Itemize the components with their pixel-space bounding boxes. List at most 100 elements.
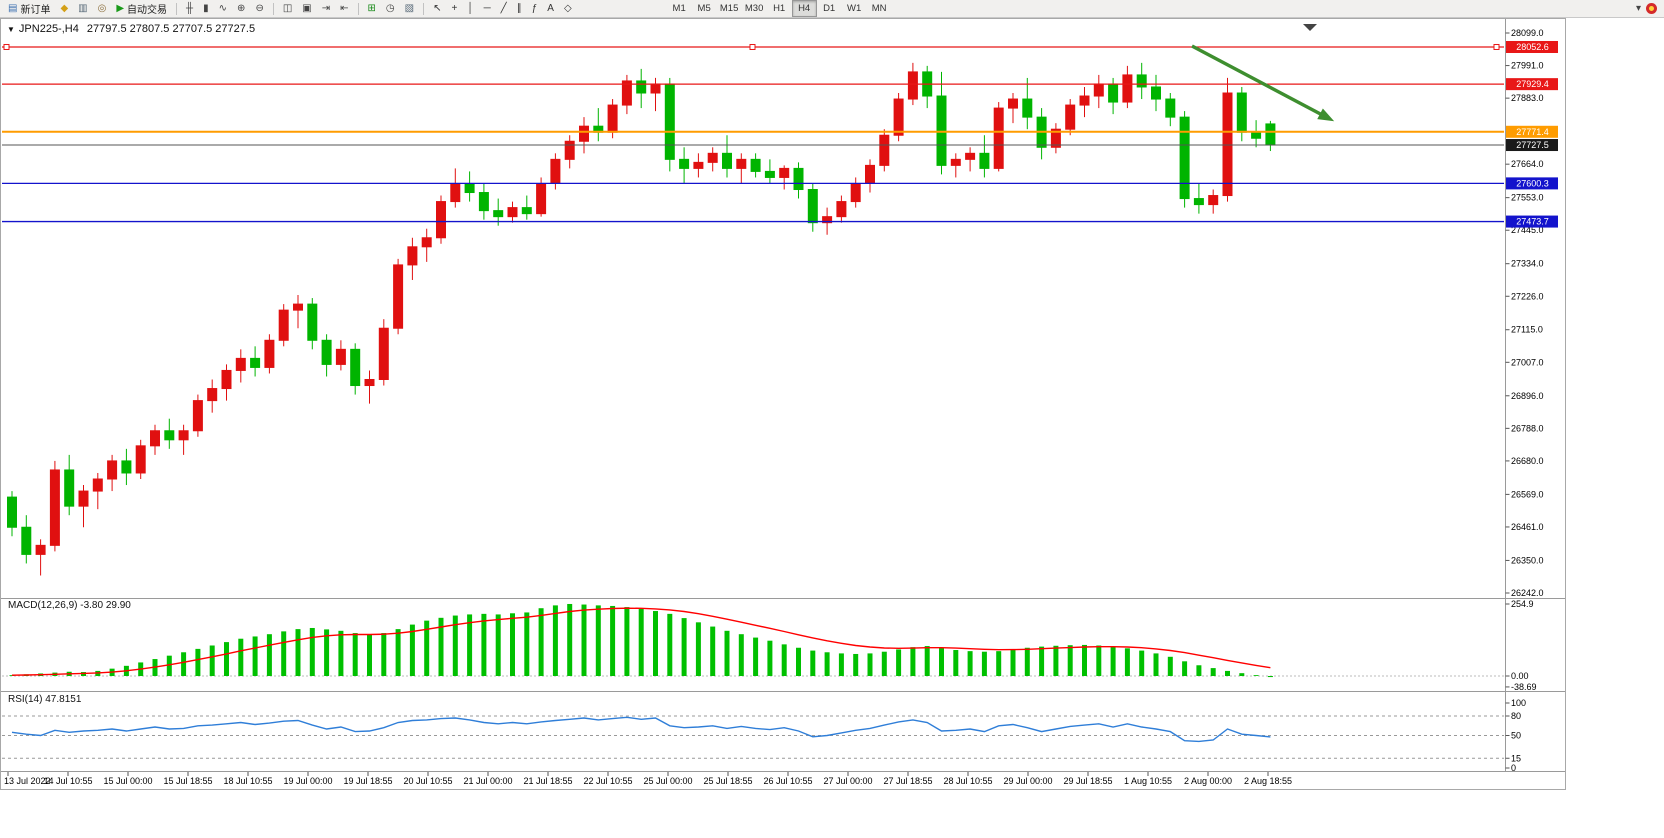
vertical-line-icon-glyph: │	[467, 2, 474, 14]
macd-bar	[881, 651, 887, 676]
toolbar-overflow-chevron[interactable]: ▾	[1635, 3, 1641, 14]
zoom-in-icon[interactable]: ⊕	[233, 0, 249, 17]
text-icon[interactable]: A	[543, 0, 558, 17]
channel-icon[interactable]: ∥	[513, 0, 526, 17]
candle-body	[750, 158, 761, 172]
time-tick-label: 26 Jul 10:55	[763, 776, 812, 786]
ohlc-bars-icon[interactable]: ╫	[182, 0, 197, 17]
candle-body	[764, 170, 775, 178]
time-tick-label: 27 Jul 00:00	[823, 776, 872, 786]
toolbar-separator	[423, 2, 425, 15]
price-tick-label: 27991.0	[1511, 61, 1544, 71]
candle-body	[49, 469, 60, 546]
line-chart-icon-glyph: ∿	[218, 2, 228, 14]
line-handle[interactable]	[749, 43, 756, 50]
macd-bar	[1024, 647, 1030, 676]
cursor-icon[interactable]: ↖	[429, 0, 445, 17]
macd-bar	[467, 614, 473, 676]
rsi-axis-label: 50	[1511, 731, 1521, 741]
candle-body	[679, 158, 690, 169]
trendline-icon[interactable]: ╱	[497, 0, 511, 17]
candle-body	[579, 125, 589, 142]
trend-arrow[interactable]	[1191, 44, 1335, 122]
price-line-27600.3[interactable]: 27600.3	[2, 177, 1558, 190]
macd-bar	[724, 630, 730, 676]
timeframe-m15[interactable]: M15	[719, 3, 739, 14]
line-handle[interactable]	[1493, 43, 1500, 50]
auto-trading-button[interactable]: ▶ 自动交易	[112, 0, 171, 17]
candle-body	[264, 339, 275, 368]
notification-icon[interactable]	[1646, 3, 1657, 14]
new-order-button[interactable]: ▤ 新订单	[4, 0, 54, 17]
price-tick-label: 26242.0	[1511, 588, 1544, 598]
price-line-27929.4[interactable]: 27929.4	[2, 78, 1558, 91]
macd-bar	[1239, 673, 1245, 676]
crosshair-icon[interactable]: +	[447, 0, 461, 17]
price-line-badge-text: 28052.6	[1516, 42, 1549, 52]
price-axis: 28099.0 27991.0 27883.0 27664.0 27553.0 27445…	[1505, 28, 1544, 598]
macd-bar	[695, 622, 701, 676]
timeframe-m30[interactable]: M30	[744, 3, 764, 14]
price-line-27771.4[interactable]: 27771.4	[2, 125, 1558, 138]
price-tick-label: 27445.0	[1511, 225, 1544, 235]
auto-scroll-icon[interactable]: ⇥	[318, 0, 334, 17]
layouts-icon[interactable]: ◆	[56, 0, 72, 17]
chart-shift-marker[interactable]	[1303, 24, 1317, 31]
candle-body	[121, 460, 132, 474]
price-tick-label: 27883.0	[1511, 93, 1544, 103]
rsi-axis-label: 80	[1511, 711, 1521, 721]
horizontal-line-icon[interactable]: ─	[480, 0, 495, 17]
line-chart-icon[interactable]: ∿	[215, 0, 231, 17]
chart-shift-icon[interactable]: ⇤	[336, 0, 352, 17]
macd-axis-label: -38.69	[1511, 682, 1537, 692]
macd-bar	[1153, 653, 1159, 676]
candlestick-chart-icon[interactable]: ▮	[199, 0, 213, 17]
price-line-27727.5[interactable]: 27727.5	[2, 139, 1558, 152]
price-line-28052.6[interactable]: 28052.6	[2, 40, 1558, 53]
timeframe-m5[interactable]: M5	[697, 3, 711, 14]
periods-icon[interactable]: ◷	[382, 0, 399, 17]
macd-bar	[838, 653, 844, 676]
zoom-out-icon[interactable]: ⊖	[251, 0, 267, 17]
vertical-line-icon[interactable]: │	[463, 0, 477, 17]
toolbar-separator	[176, 2, 178, 15]
candle-body	[1251, 131, 1262, 139]
fibonacci-icon[interactable]: ƒ	[528, 0, 542, 17]
auto-trading-glyph: ▶	[116, 2, 125, 14]
timeframe-m1[interactable]: M1	[672, 3, 686, 14]
cascade-windows-icon[interactable]: ▣	[298, 0, 315, 17]
arrows-tool-icon[interactable]: ◇	[560, 0, 576, 17]
new-order-button-label: 新订单	[20, 5, 51, 16]
line-handle[interactable]	[3, 43, 10, 50]
indicators-icon[interactable]: ⊞	[364, 0, 380, 17]
strategy-tester-icon[interactable]: ◎	[94, 0, 111, 17]
macd-bar	[481, 613, 487, 676]
candle-body	[321, 339, 332, 365]
collapse-triangle-icon[interactable]: ▼	[7, 24, 15, 34]
macd-bar	[166, 655, 172, 676]
templates-icon[interactable]: ▧	[401, 0, 418, 17]
price-chart[interactable]: 28099.0 27991.0 27883.0 27664.0 27553.0 27445…	[0, 18, 1566, 790]
candle-body	[78, 490, 89, 507]
candle-body	[464, 182, 475, 194]
time-tick-label: 2 Aug 00:00	[1184, 776, 1232, 786]
candle-body	[378, 327, 389, 380]
macd-bar	[381, 633, 387, 676]
chart-window-icon[interactable]: ▥	[74, 0, 91, 17]
timeframe-mn[interactable]: MN	[871, 3, 887, 14]
timeframe-d1[interactable]: D1	[823, 3, 836, 14]
candle-body	[1093, 83, 1104, 97]
candle-body	[793, 167, 804, 191]
price-line-27473.7[interactable]: 27473.7	[2, 215, 1558, 228]
candle-body	[1065, 104, 1076, 130]
timeframe-h4[interactable]: H4	[791, 0, 817, 17]
price-tick-label: 26788.0	[1511, 423, 1544, 433]
macd-axis-label: 254.9	[1511, 599, 1534, 609]
templates-icon-glyph: ▧	[404, 2, 415, 14]
macd-bar	[738, 634, 744, 676]
ohlc-bars-icon-glyph: ╫	[186, 2, 194, 14]
candle-body	[907, 71, 918, 100]
timeframe-w1[interactable]: W1	[847, 3, 862, 14]
tile-windows-icon[interactable]: ◫	[279, 0, 296, 17]
timeframe-h1[interactable]: H1	[773, 3, 786, 14]
